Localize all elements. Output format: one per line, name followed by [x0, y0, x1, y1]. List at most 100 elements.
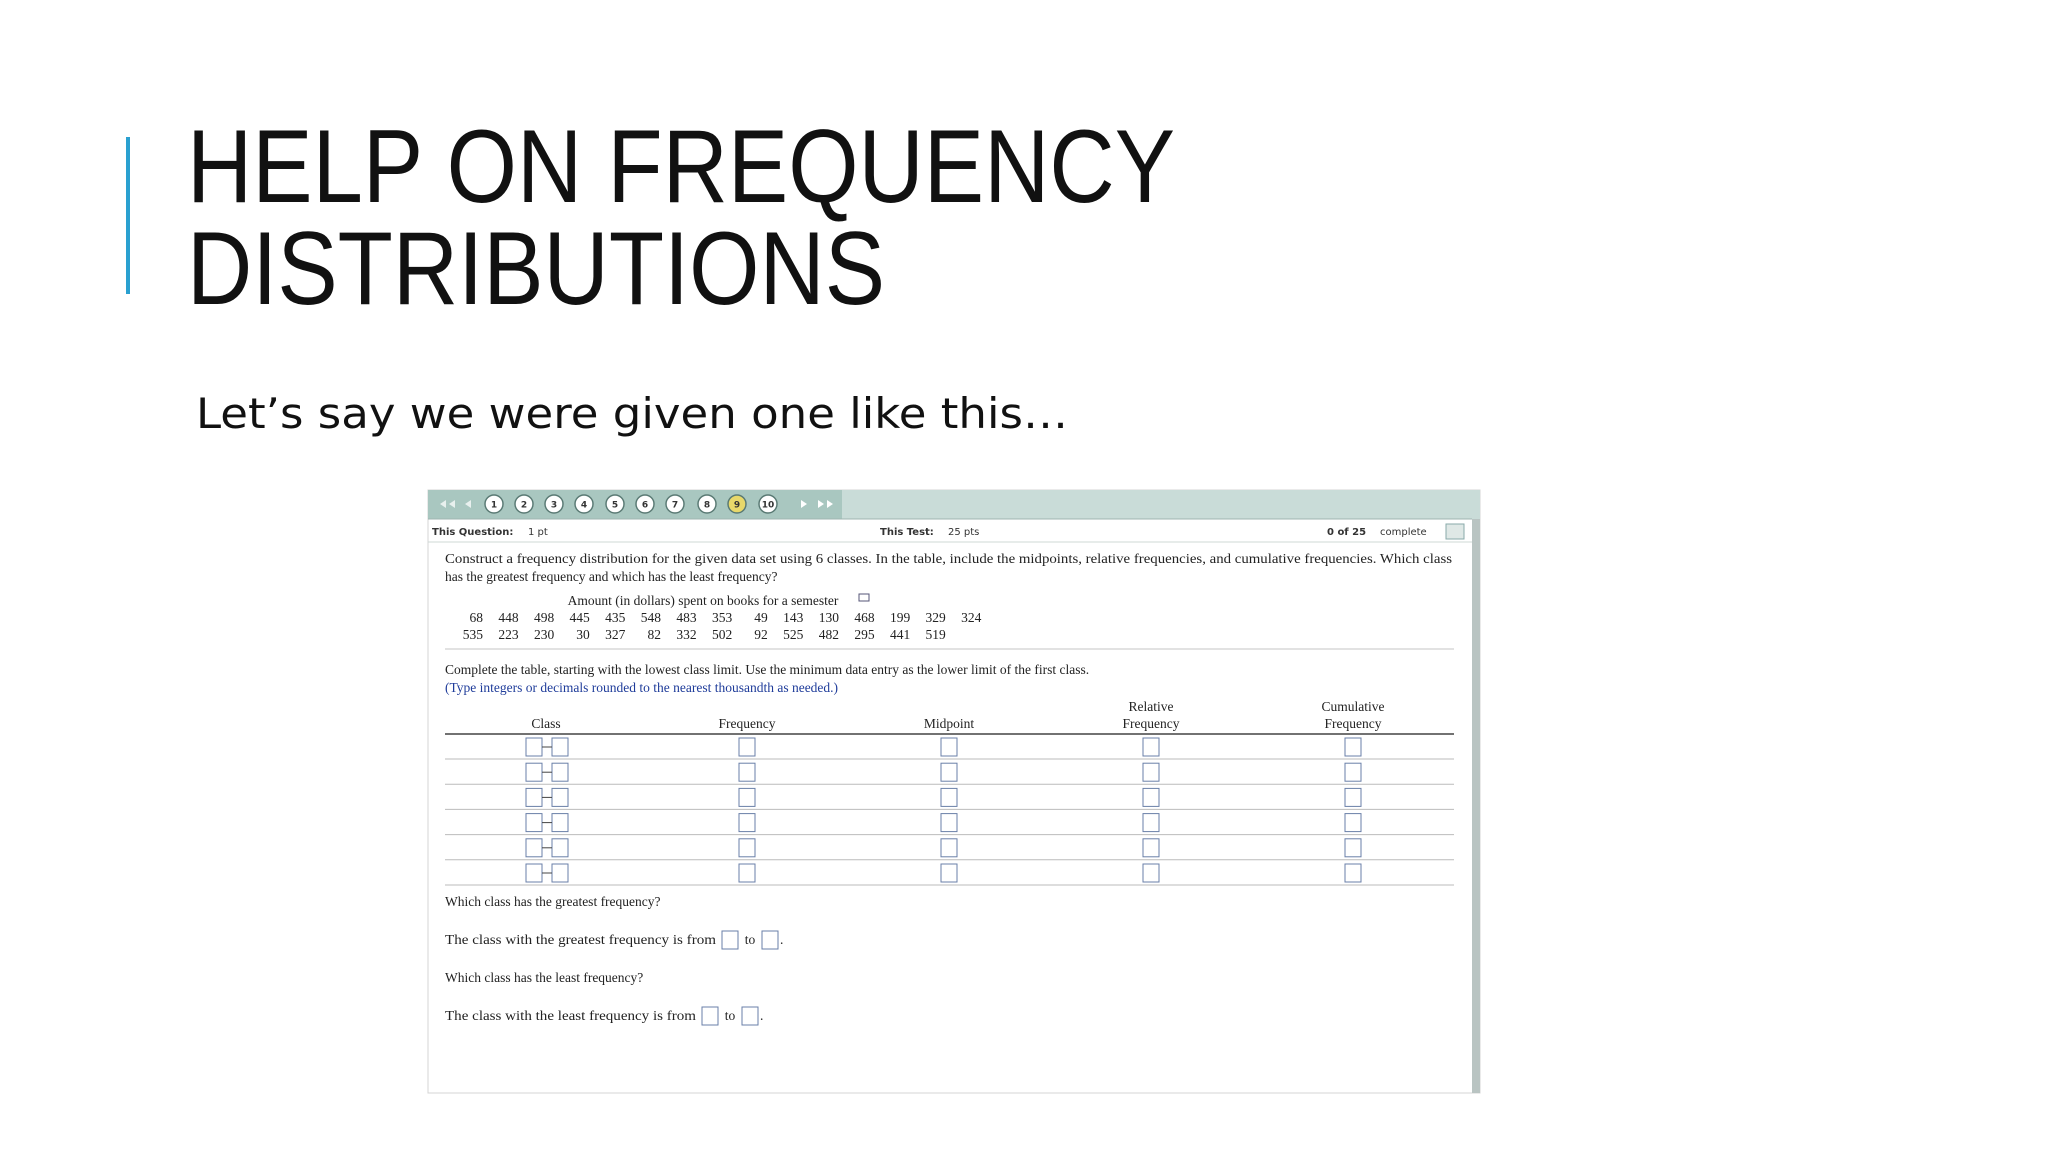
nav-circle[interactable] — [635, 494, 655, 514]
nav-item[interactable]: 9 — [727, 494, 747, 514]
followup-answer: . — [760, 1008, 763, 1023]
input-box[interactable] — [738, 737, 756, 757]
input-box[interactable] — [738, 813, 756, 833]
nav-number[interactable]: 5 — [612, 501, 618, 511]
column-header: Frequency — [1325, 716, 1382, 731]
input-box[interactable] — [940, 737, 958, 757]
nav-number[interactable]: 3 — [551, 501, 557, 511]
input-box[interactable] — [721, 930, 739, 950]
nav-number[interactable]: 6 — [642, 501, 648, 511]
nav-number[interactable]: 2 — [521, 501, 527, 511]
input-box[interactable] — [741, 1006, 759, 1026]
nav-item[interactable]: 2 — [514, 494, 534, 514]
nav-item[interactable]: 10 — [758, 494, 778, 514]
input-box[interactable] — [1344, 863, 1362, 883]
screenshot: This Question: 1 pt This Test: 25 pts 0 … — [427, 489, 1481, 1094]
input-box[interactable] — [1142, 863, 1160, 883]
nav-item[interactable]: 1 — [484, 494, 504, 514]
nav-item[interactable]: 6 — [635, 494, 655, 514]
input-box[interactable] — [940, 838, 958, 858]
data-value: 445 — [570, 610, 591, 625]
input-box[interactable] — [738, 762, 756, 782]
window-icon[interactable] — [1445, 523, 1465, 540]
input-box[interactable] — [525, 737, 543, 757]
input-box[interactable] — [738, 863, 756, 883]
column-header: Class — [531, 716, 560, 731]
nav-circle[interactable] — [484, 494, 504, 514]
column-header: Frequency — [719, 716, 776, 731]
input-box[interactable] — [1344, 787, 1362, 807]
slide-title: DISTRIBUTIONS — [187, 211, 885, 327]
data-value: 82 — [648, 627, 662, 642]
nav-item[interactable]: 5 — [605, 494, 625, 514]
data-value: 535 — [463, 627, 484, 642]
data-value: 130 — [819, 610, 840, 625]
data-value: 49 — [754, 610, 768, 625]
nav-circle[interactable] — [514, 494, 534, 514]
data-value: 525 — [783, 627, 804, 642]
data-value: 441 — [890, 627, 910, 642]
nav-number[interactable]: 8 — [704, 501, 710, 511]
copy-icon[interactable] — [858, 593, 870, 602]
input-box[interactable] — [525, 813, 543, 833]
followups: Which class has the greatest frequency? T… — [445, 894, 783, 1026]
input-box[interactable] — [940, 787, 958, 807]
input-box[interactable] — [551, 737, 569, 757]
input-box[interactable] — [1344, 737, 1362, 757]
nav-number[interactable]: 7 — [672, 501, 678, 511]
dataset-caption: Amount (in dollars) spent on books for a… — [568, 593, 839, 608]
info-value: 25 pts — [948, 527, 979, 538]
nav-item[interactable]: 7 — [665, 494, 685, 514]
input-box[interactable] — [940, 762, 958, 782]
nav-item[interactable]: 8 — [697, 494, 717, 514]
nav-number[interactable]: 9 — [734, 501, 740, 511]
followup-answer: The class with the least frequency is fr… — [445, 1008, 697, 1023]
input-box[interactable] — [940, 863, 958, 883]
input-box[interactable] — [525, 787, 543, 807]
nav-circle[interactable] — [605, 494, 625, 514]
input-box[interactable] — [525, 863, 543, 883]
input-box[interactable] — [761, 930, 779, 950]
nav-number[interactable]: 10 — [762, 501, 775, 511]
nav-item[interactable]: 3 — [544, 494, 564, 514]
data-value: 324 — [961, 610, 982, 625]
followup-answer: . — [780, 932, 783, 947]
input-box[interactable] — [1142, 737, 1160, 757]
input-box[interactable] — [551, 813, 569, 833]
input-box[interactable] — [1344, 762, 1362, 782]
nav-circle[interactable] — [758, 494, 778, 514]
nav-circle[interactable] — [727, 494, 747, 514]
input-box[interactable] — [1344, 813, 1362, 833]
input-box[interactable] — [551, 863, 569, 883]
data-value: 68 — [470, 610, 484, 625]
input-box[interactable] — [525, 838, 543, 858]
nav-circle[interactable] — [665, 494, 685, 514]
nav-item[interactable]: 4 — [574, 494, 594, 514]
input-box[interactable] — [738, 787, 756, 807]
data-value: 230 — [534, 627, 555, 642]
nav-number[interactable]: 1 — [491, 501, 497, 511]
input-box[interactable] — [1142, 787, 1160, 807]
nav-circle[interactable] — [574, 494, 594, 514]
input-box[interactable] — [1344, 838, 1362, 858]
input-box[interactable] — [1142, 762, 1160, 782]
input-box[interactable] — [940, 813, 958, 833]
info-value: 1 pt — [528, 527, 548, 538]
input-box[interactable] — [551, 838, 569, 858]
input-box[interactable] — [551, 787, 569, 807]
input-box[interactable] — [738, 838, 756, 858]
nav-circle[interactable] — [544, 494, 564, 514]
data-value: 332 — [676, 627, 696, 642]
input-box[interactable] — [701, 1006, 719, 1026]
nav-circle[interactable] — [697, 494, 717, 514]
input-box[interactable] — [551, 762, 569, 782]
nav-number[interactable]: 4 — [581, 501, 587, 511]
data-value: 435 — [605, 610, 626, 625]
input-box[interactable] — [525, 762, 543, 782]
hint: (Type integers or decimals rounded to th… — [445, 680, 838, 695]
input-box[interactable] — [1142, 838, 1160, 858]
scrollbar — [1472, 519, 1480, 1093]
input-box[interactable] — [1142, 813, 1160, 833]
